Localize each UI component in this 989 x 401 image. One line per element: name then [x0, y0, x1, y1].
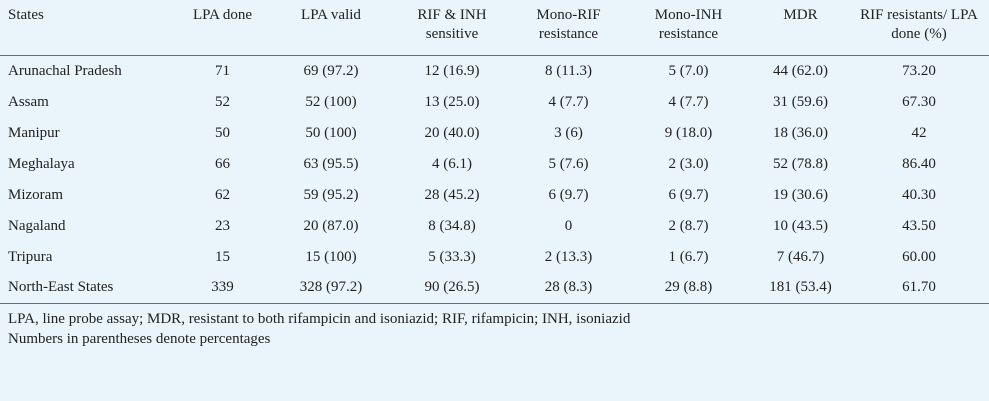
cell-mono-inh: 2 (3.0): [668, 155, 709, 172]
header-mono-rif-resistance: Mono-RIF resistance: [536, 7, 601, 42]
cell-mono-inh: 1 (6.7): [668, 248, 709, 265]
cell-lpa-done: 66: [215, 155, 230, 172]
cell-lpa-done: 71: [215, 62, 230, 79]
cell-rif-resistants-pct: 43.50: [902, 217, 936, 234]
cell-mdr: 31 (59.6): [773, 93, 828, 110]
cell-lpa-valid: 15 (100): [305, 248, 357, 265]
table-row: Tripura 15 15 (100) 5 (33.3) 2 (13.3) 1 …: [0, 241, 989, 272]
header-mdr: MDR: [783, 7, 818, 23]
cell-state: Manipur: [8, 124, 60, 141]
cell-mono-rif: 28 (8.3): [544, 279, 593, 296]
header-rif-resistants-pct: RIF resistants/ LPA done (%): [860, 7, 978, 42]
cell-rif-inh-sensitive: 8 (34.8): [428, 217, 476, 234]
cell-state: Meghalaya: [8, 155, 75, 172]
cell-rif-inh-sensitive: 90 (26.5): [424, 279, 480, 296]
table-row: Manipur 50 50 (100) 20 (40.0) 3 (6) 9 (1…: [0, 117, 989, 148]
cell-mdr: 44 (62.0): [773, 62, 828, 79]
cell-state: Assam: [8, 93, 49, 110]
lpa-results-table: States LPA done LPA valid RIF & INH sens…: [0, 0, 989, 303]
cell-mono-inh: 6 (9.7): [668, 186, 709, 203]
cell-rif-resistants-pct: 40.30: [902, 186, 936, 203]
cell-state: Mizoram: [8, 186, 63, 203]
cell-rif-resistants-pct: 60.00: [902, 248, 936, 265]
cell-mono-rif: 3 (6): [554, 124, 583, 141]
cell-mdr: 10 (43.5): [773, 217, 828, 234]
cell-mono-rif: 2 (13.3): [544, 248, 593, 265]
cell-mdr: 52 (78.8): [773, 155, 828, 172]
cell-mdr: 19 (30.6): [773, 186, 828, 203]
footnote-abbreviations: LPA, line probe assay; MDR, resistant to…: [8, 310, 631, 327]
table-header-row: States LPA done LPA valid RIF & INH sens…: [0, 0, 989, 55]
cell-lpa-done: 15: [215, 248, 230, 265]
cell-mono-rif: 6 (9.7): [548, 186, 589, 203]
header-lpa-done: LPA done: [192, 7, 253, 23]
cell-lpa-valid: 50 (100): [305, 124, 357, 141]
cell-lpa-done: 50: [215, 124, 230, 141]
cell-mono-rif: 0: [564, 217, 573, 234]
cell-lpa-valid: 59 (95.2): [303, 186, 359, 203]
cell-rif-inh-sensitive: 4 (6.1): [432, 155, 472, 172]
cell-rif-resistants-pct: 73.20: [902, 62, 936, 79]
table-row-total: North-East States 339 328 (97.2) 90 (26.…: [0, 272, 989, 303]
table-footnotes: LPA, line probe assay; MDR, resistant to…: [0, 304, 989, 349]
cell-rif-inh-sensitive: 20 (40.0): [424, 124, 480, 141]
cell-mono-inh: 5 (7.0): [668, 62, 709, 79]
cell-rif-inh-sensitive: 12 (16.9): [424, 62, 480, 79]
table-row: Arunachal Pradesh 71 69 (97.2) 12 (16.9)…: [0, 55, 989, 86]
table-row: Mizoram 62 59 (95.2) 28 (45.2) 6 (9.7) 6…: [0, 179, 989, 210]
cell-mono-inh: 29 (8.8): [664, 279, 713, 296]
cell-lpa-valid: 52 (100): [305, 93, 357, 110]
cell-mono-rif: 5 (7.6): [548, 155, 589, 172]
table-row: Assam 52 52 (100) 13 (25.0) 4 (7.7) 4 (7…: [0, 86, 989, 117]
cell-rif-resistants-pct: 42: [911, 124, 927, 141]
cell-state: Arunachal Pradesh: [8, 62, 122, 79]
table-row: Meghalaya 66 63 (95.5) 4 (6.1) 5 (7.6) 2…: [0, 148, 989, 179]
cell-mono-rif: 8 (11.3): [545, 62, 592, 79]
header-mono-inh-resistance: Mono-INH resistance: [654, 7, 723, 42]
cell-rif-resistants-pct: 61.70: [902, 279, 936, 296]
cell-mdr: 18 (36.0): [773, 124, 828, 141]
cell-state: North-East States: [8, 279, 114, 296]
header-lpa-valid: LPA valid: [301, 7, 361, 23]
cell-lpa-valid: 328 (97.2): [299, 279, 363, 296]
cell-rif-resistants-pct: 67.30: [902, 93, 936, 110]
cell-state: Tripura: [8, 248, 53, 265]
cell-mono-inh: 9 (18.0): [664, 124, 713, 141]
cell-mono-inh: 2 (8.7): [668, 217, 709, 234]
cell-lpa-valid: 69 (97.2): [303, 62, 359, 79]
cell-mdr: 7 (46.7): [776, 248, 825, 265]
table-row: Nagaland 23 20 (87.0) 8 (34.8) 0 2 (8.7)…: [0, 210, 989, 241]
cell-lpa-done: 62: [215, 186, 230, 203]
cell-rif-inh-sensitive: 13 (25.0): [424, 93, 480, 110]
cell-rif-inh-sensitive: 28 (45.2): [424, 186, 480, 203]
cell-lpa-done: 23: [215, 217, 230, 234]
cell-lpa-done: 52: [215, 93, 230, 110]
header-states: States: [8, 7, 44, 23]
cell-rif-inh-sensitive: 5 (33.3): [428, 248, 476, 265]
cell-lpa-done: 339: [211, 279, 234, 296]
cell-lpa-valid: 20 (87.0): [303, 217, 359, 234]
cell-mono-inh: 4 (7.7): [668, 93, 709, 110]
header-rif-inh-sensitive: RIF & INH sensitive: [417, 7, 487, 42]
cell-lpa-valid: 63 (95.5): [303, 155, 359, 172]
cell-state: Nagaland: [8, 217, 66, 234]
footnote-percentages: Numbers in parentheses denote percentage…: [8, 330, 271, 347]
cell-mdr: 181 (53.4): [769, 279, 832, 296]
cell-rif-resistants-pct: 86.40: [902, 155, 936, 172]
cell-mono-rif: 4 (7.7): [548, 93, 589, 110]
